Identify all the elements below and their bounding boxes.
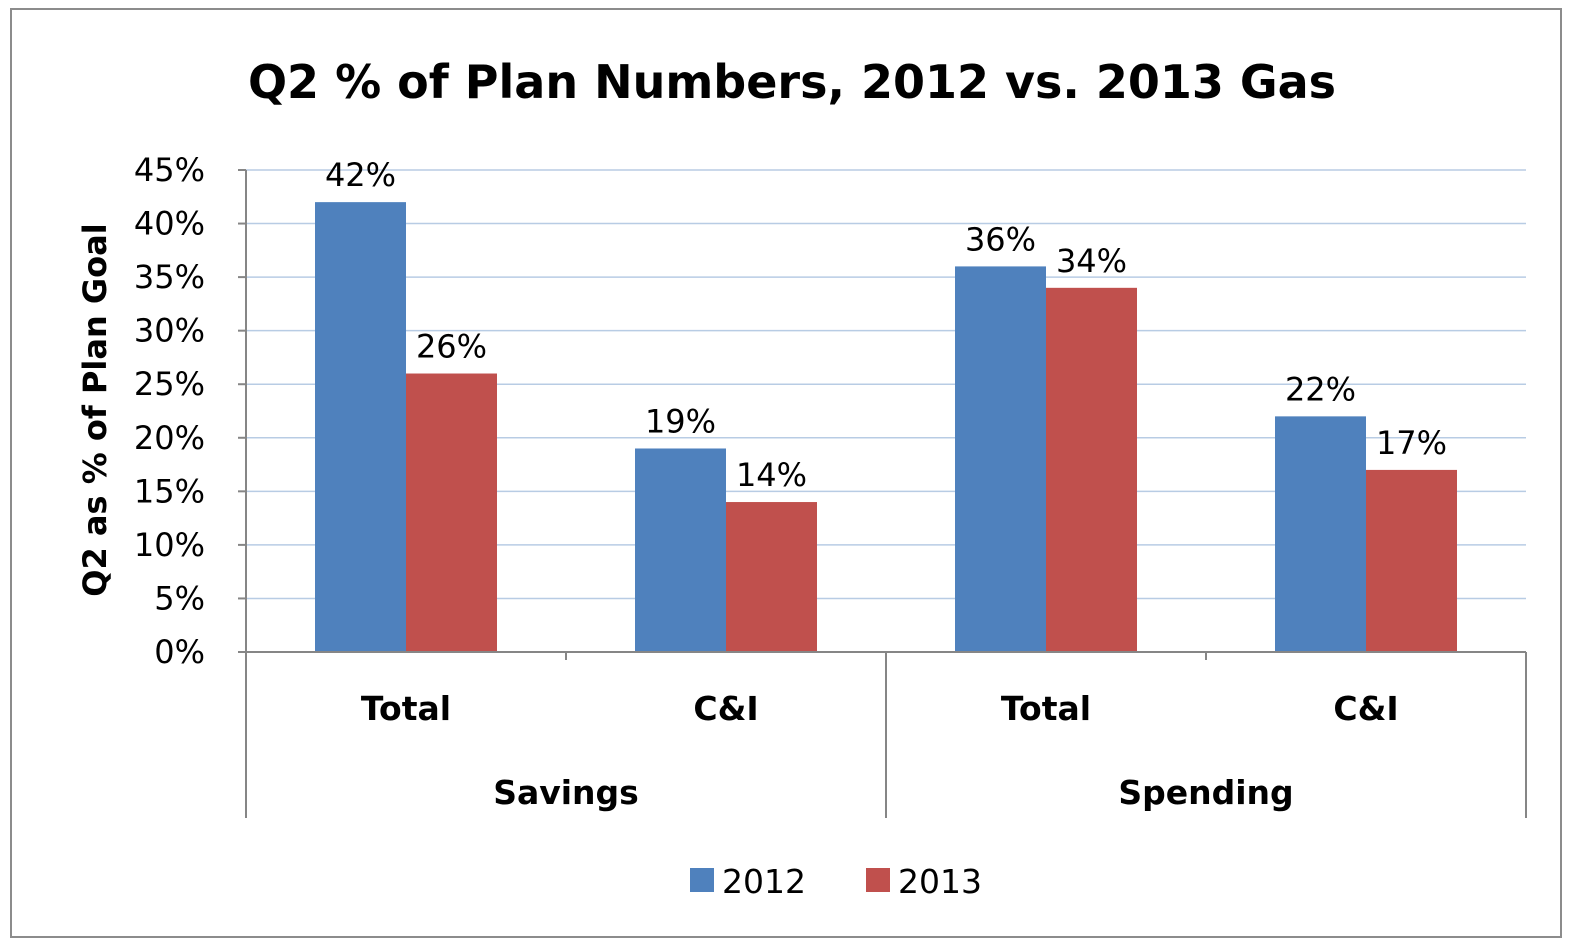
y-tick-label: 0% — [154, 633, 205, 671]
y-axis-label: Q2 as % of Plan Goal — [76, 223, 114, 596]
data-label-2012-1: 19% — [645, 402, 716, 440]
data-label-2012-2: 36% — [965, 220, 1036, 258]
bars — [315, 202, 1457, 652]
data-labels: 42% 19% 36% 22% 26% 14% 34% 17% — [325, 156, 1447, 494]
y-tick-label: 30% — [134, 312, 205, 350]
y-tick-label: 45% — [134, 151, 205, 189]
bar-2013-3 — [1366, 469, 1457, 652]
legend-swatch-2012 — [690, 868, 714, 892]
y-tick-label: 25% — [134, 365, 205, 403]
chart-title: Q2 % of Plan Numbers, 2012 vs. 2013 Gas — [248, 55, 1336, 109]
axes: 0% 5% 10% 15% 20% 25% 30% 35% 40% 45% Total C&I Tota… — [134, 151, 1527, 818]
y-tick-label: 15% — [134, 472, 205, 510]
bar-2013-1 — [726, 502, 817, 652]
bar-2013-0 — [406, 373, 497, 652]
y-tick-label: 35% — [134, 258, 205, 296]
data-label-2013-0: 26% — [416, 328, 487, 366]
category-label: C&I — [1333, 689, 1398, 728]
y-tick-label: 40% — [134, 205, 205, 243]
bar-2013-2 — [1046, 287, 1137, 652]
bar-2012-2 — [955, 266, 1046, 652]
legend-label-2013: 2013 — [898, 862, 982, 901]
category-label: Total — [1001, 689, 1091, 728]
legend: 2012 2013 — [690, 862, 982, 901]
y-tick-label: 5% — [154, 579, 205, 617]
bar-2012-0 — [315, 202, 406, 652]
legend-swatch-2013 — [866, 868, 890, 892]
group-label: Spending — [1118, 773, 1293, 812]
y-tick-label: 10% — [134, 526, 205, 564]
bar-2012-3 — [1275, 416, 1366, 652]
data-label-2012-3: 22% — [1285, 370, 1356, 408]
category-label: C&I — [693, 689, 758, 728]
y-tick-label: 20% — [134, 419, 205, 457]
category-label: Total — [361, 689, 451, 728]
data-label-2013-2: 34% — [1056, 242, 1127, 280]
group-label: Savings — [493, 773, 639, 812]
data-label-2013-1: 14% — [736, 456, 807, 494]
data-label-2012-0: 42% — [325, 156, 396, 194]
bar-2012-1 — [635, 448, 726, 652]
legend-label-2012: 2012 — [722, 862, 806, 901]
data-label-2013-3: 17% — [1376, 424, 1447, 462]
